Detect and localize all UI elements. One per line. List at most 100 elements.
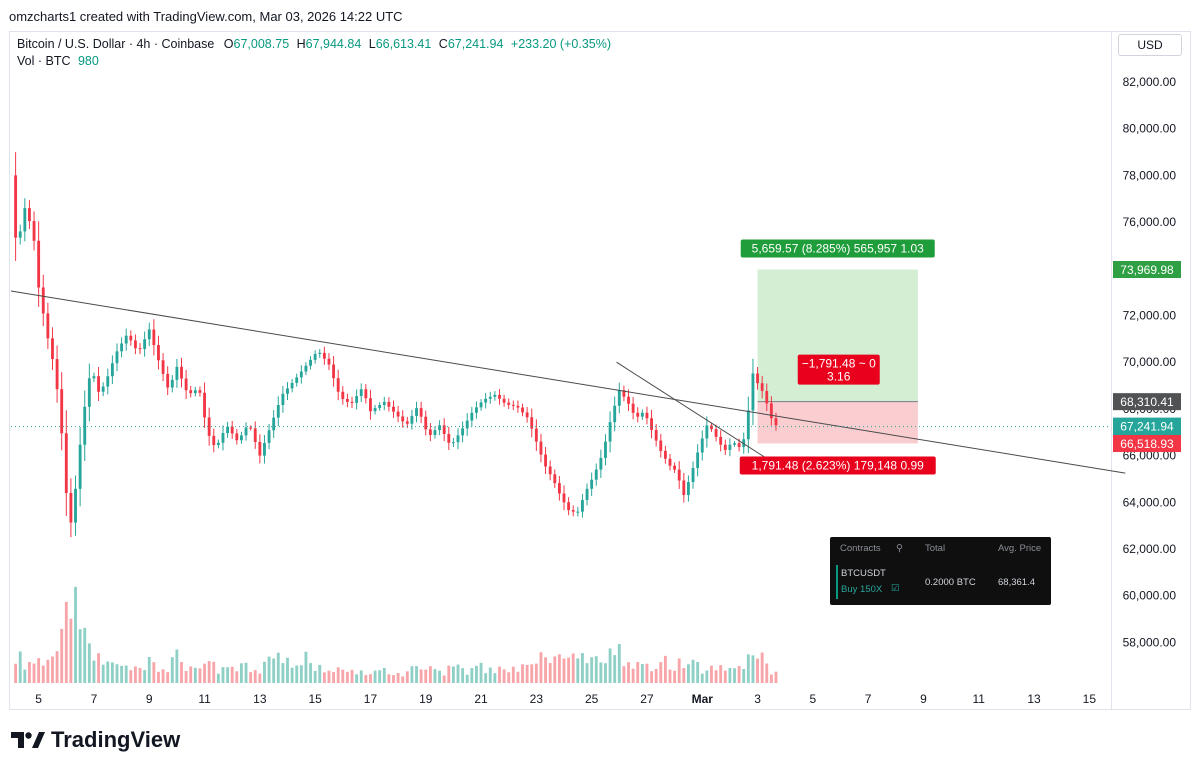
volume-bar bbox=[410, 666, 414, 683]
volume-bar bbox=[498, 666, 501, 683]
candle-body bbox=[272, 417, 276, 431]
volume-bar bbox=[198, 668, 202, 683]
volume-bar bbox=[138, 667, 142, 683]
trendline bbox=[10, 290, 1126, 474]
candle-body bbox=[286, 388, 289, 394]
col-contracts: Contracts bbox=[840, 543, 881, 554]
volume-label[interactable]: Vol · BTC bbox=[17, 54, 71, 68]
trendline bbox=[616, 361, 772, 462]
candle-body bbox=[405, 421, 409, 424]
target-label bbox=[740, 239, 935, 258]
volume-bar bbox=[253, 670, 257, 683]
candle-body bbox=[18, 231, 22, 238]
candle-body bbox=[355, 396, 359, 403]
high-value: 67,944.84 bbox=[305, 37, 362, 51]
candle-body bbox=[120, 343, 124, 352]
volume-bar bbox=[424, 669, 428, 683]
candle-body bbox=[719, 436, 723, 445]
volume-bar bbox=[299, 665, 303, 683]
volume-bar bbox=[41, 665, 45, 683]
candle-body bbox=[143, 339, 147, 349]
position-symbol[interactable]: BTCUSDT bbox=[841, 568, 886, 579]
volume-bar bbox=[479, 662, 483, 683]
volume-bar bbox=[74, 586, 77, 683]
candle-body bbox=[359, 389, 363, 397]
pin-icon[interactable]: ⚲ bbox=[896, 543, 903, 554]
volume-bar bbox=[631, 668, 635, 683]
candle-body bbox=[78, 444, 82, 489]
volume-bar bbox=[290, 667, 294, 683]
candle-body bbox=[175, 366, 179, 380]
candle-body bbox=[631, 403, 635, 413]
volume-bar bbox=[682, 668, 686, 683]
candle-body bbox=[484, 398, 488, 403]
price-axis[interactable] bbox=[1112, 31, 1191, 710]
x-tick-label: Mar bbox=[692, 692, 714, 706]
chart-pane[interactable] bbox=[9, 31, 1112, 710]
volume-bar bbox=[604, 663, 607, 683]
x-tick-label: 3 bbox=[754, 692, 761, 706]
symbol-name[interactable]: Bitcoin / U.S. Dollar · 4h · Coinbase bbox=[17, 37, 215, 51]
candle-body bbox=[244, 427, 248, 436]
x-tick-label: 7 bbox=[865, 692, 872, 706]
volume-bar bbox=[488, 667, 492, 683]
x-tick-label: 9 bbox=[920, 692, 927, 706]
x-axis-ticks: 5 7 9 11 13 15 17 19 21 23 25 27 Mar 3 5 7 9 11 13 15 bbox=[35, 692, 1096, 706]
candle-body bbox=[686, 482, 690, 496]
candle-body bbox=[249, 427, 253, 429]
change-value: +233.20 (+0.35%) bbox=[510, 37, 611, 51]
candle-body bbox=[295, 377, 299, 383]
volume-bar bbox=[599, 662, 603, 683]
volume-bar bbox=[663, 655, 667, 683]
volume-bar bbox=[101, 664, 105, 683]
candle-body bbox=[456, 435, 460, 443]
candle-body bbox=[55, 359, 59, 390]
volume-value: 980 bbox=[77, 54, 99, 68]
candle-body bbox=[239, 435, 243, 441]
volume-bar bbox=[502, 669, 506, 683]
volume-bar bbox=[590, 657, 594, 683]
volume-bar bbox=[313, 670, 317, 683]
candle-body bbox=[571, 510, 575, 512]
volume-bar bbox=[318, 664, 322, 683]
edit-icon[interactable]: ☑ bbox=[891, 583, 900, 594]
currency-button[interactable]: USD bbox=[1118, 34, 1182, 56]
volume-bar bbox=[180, 662, 183, 683]
volume-bar bbox=[249, 672, 253, 683]
price-label-value: 73,969.98 bbox=[1120, 263, 1174, 277]
volume-bar bbox=[281, 663, 285, 683]
x-tick-label: 25 bbox=[585, 692, 599, 706]
candle-body bbox=[424, 416, 428, 430]
candle-body bbox=[23, 208, 27, 232]
candle-body bbox=[585, 488, 589, 500]
volume-bar bbox=[447, 665, 451, 683]
volume-bar bbox=[737, 666, 741, 683]
volume-bar bbox=[193, 667, 197, 683]
candle-body bbox=[97, 376, 100, 392]
volume-bar bbox=[230, 666, 234, 683]
volume-bar bbox=[677, 658, 681, 683]
candle-body bbox=[493, 394, 497, 397]
candle-body bbox=[299, 371, 303, 378]
candle-body bbox=[774, 418, 778, 426]
volume-bar bbox=[189, 666, 193, 683]
volume-bar bbox=[654, 669, 658, 683]
volume-bar bbox=[92, 660, 96, 683]
volume-bar bbox=[484, 673, 488, 683]
open-label: O bbox=[223, 37, 234, 51]
candle-body bbox=[488, 396, 492, 399]
volume-bar bbox=[332, 672, 336, 683]
volume-bar bbox=[419, 669, 423, 683]
candle-body bbox=[110, 363, 114, 377]
candle-body bbox=[115, 351, 119, 364]
volume-bar bbox=[286, 657, 289, 683]
candle-body bbox=[622, 390, 626, 397]
candle-body bbox=[696, 452, 700, 469]
volume-bar bbox=[710, 665, 713, 683]
tradingview-logo[interactable]: TradingView bbox=[11, 727, 180, 753]
x-tick-label: 23 bbox=[530, 692, 544, 706]
volume-bar bbox=[733, 668, 736, 683]
y-tick-label: 78,000.00 bbox=[1123, 168, 1177, 182]
candle-body bbox=[525, 412, 529, 418]
